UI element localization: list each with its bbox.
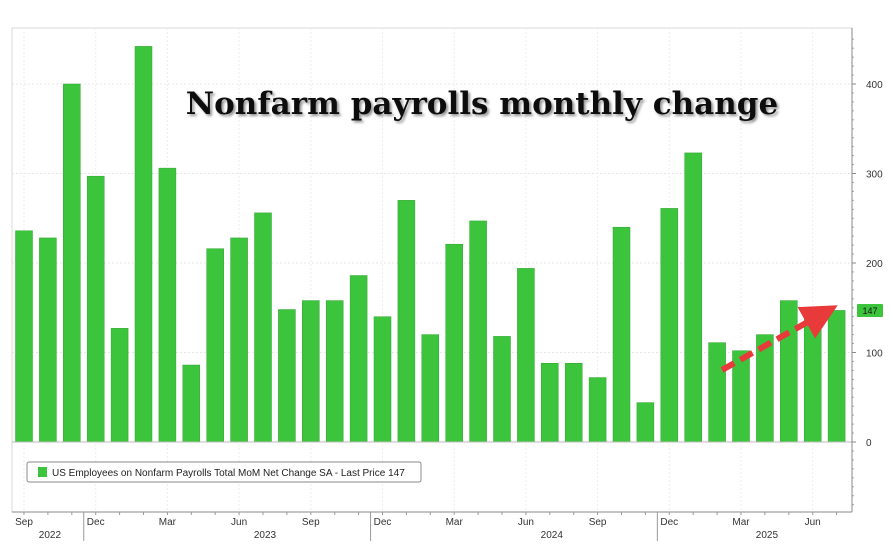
bar	[230, 237, 248, 443]
x-year-label: 2023	[254, 530, 277, 541]
x-tick-label: Sep	[302, 517, 320, 528]
bar	[182, 364, 201, 443]
bar	[445, 243, 463, 443]
bar	[708, 342, 726, 443]
x-year-label: 2025	[756, 530, 779, 541]
x-axis: Sep Dec Mar Jun Sep Dec Mar Jun Sep Dec Mar Jun 2022…	[12, 511, 852, 541]
x-year-label: 2022	[39, 530, 62, 541]
bar	[493, 336, 511, 443]
bar	[373, 316, 392, 443]
x-tick-label: Jun	[231, 517, 247, 528]
bar	[110, 328, 129, 443]
y-tick-label: 100	[866, 349, 883, 360]
bar	[158, 167, 177, 443]
x-tick-label: Jun	[805, 517, 821, 528]
bar	[134, 46, 153, 443]
last-value-label: 147	[857, 304, 883, 317]
last-value-text: 147	[862, 306, 877, 316]
x-tick-label: Mar	[446, 517, 464, 528]
bar	[612, 226, 631, 443]
bar	[302, 300, 320, 443]
x-tick-label: Dec	[87, 517, 105, 528]
y-tick-label: 200	[866, 259, 883, 270]
bar	[349, 275, 368, 443]
bar	[15, 230, 33, 443]
bar	[325, 300, 344, 443]
legend: US Employees on Nonfarm Payrolls Total M…	[26, 461, 422, 483]
y-axis: 0 100 200 300 400	[851, 28, 883, 512]
bar	[86, 175, 105, 443]
bar	[803, 316, 822, 443]
legend-text: US Employees on Nonfarm Payrolls Total M…	[52, 468, 405, 479]
legend-swatch	[38, 467, 47, 477]
x-tick-label: Sep	[589, 517, 607, 528]
x-year-label: 2024	[541, 530, 564, 541]
bar	[564, 362, 583, 443]
x-tick-label: Sep	[15, 517, 33, 528]
chart-title: Nonfarm payrolls monthly change	[186, 86, 778, 122]
bar	[732, 350, 750, 443]
x-tick-label: Dec	[660, 517, 678, 528]
x-tick-label: Mar	[159, 517, 177, 528]
bar	[636, 402, 655, 443]
bar	[541, 362, 559, 443]
bar	[421, 334, 440, 443]
bar	[397, 200, 416, 443]
bar	[827, 310, 846, 443]
bar	[588, 377, 607, 443]
trend-arrow	[720, 305, 838, 373]
x-tick-label: Dec	[374, 517, 392, 528]
bar	[63, 83, 81, 443]
bar	[660, 208, 679, 443]
x-tick-label: Jun	[518, 517, 534, 528]
bar	[278, 309, 296, 443]
bar	[254, 212, 272, 443]
y-tick-label: 400	[866, 80, 883, 91]
bar	[39, 237, 57, 443]
bar	[684, 152, 702, 443]
y-tick-label: 300	[866, 170, 883, 181]
bar	[517, 268, 535, 443]
y-tick-label: 0	[866, 438, 872, 449]
bars	[15, 46, 846, 443]
bar	[756, 334, 774, 443]
bar	[206, 248, 224, 443]
bar	[469, 220, 487, 443]
x-tick-label: Mar	[732, 517, 750, 528]
bar	[780, 300, 798, 443]
